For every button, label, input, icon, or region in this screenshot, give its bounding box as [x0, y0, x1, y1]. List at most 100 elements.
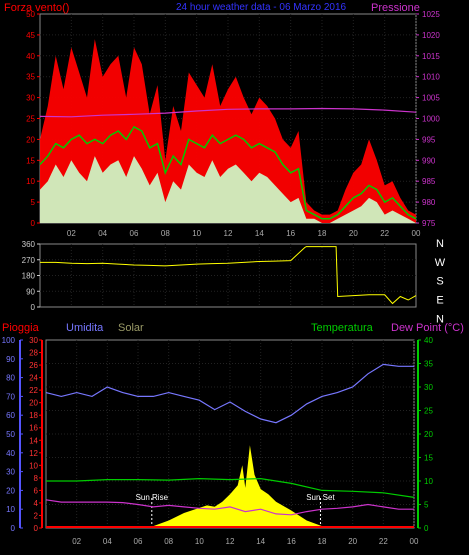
humidity-tick-label: 10: [6, 505, 15, 514]
rain-tick-label: 4: [34, 499, 39, 508]
temperature-tick-label: 0: [424, 524, 429, 533]
compass-label: W: [435, 257, 446, 269]
direction-tick-label: 270: [22, 256, 36, 265]
humidity-tick-label: 50: [6, 430, 15, 439]
pressure-tick-label: 1010: [422, 73, 440, 82]
wind-speed-tick-label: 30: [26, 94, 35, 103]
x-tick-label: 18: [318, 537, 327, 546]
direction-line: [40, 246, 417, 305]
x-tick-label: 04: [98, 229, 107, 238]
chart-title: 24 hour weather data - 06 Marzo 2016: [176, 2, 347, 13]
temperature-tick-label: 5: [424, 501, 429, 510]
temperature-tick-label: 10: [424, 477, 433, 486]
temperature-tick-label: 30: [424, 383, 433, 392]
pressure-tick-label: 1015: [422, 52, 440, 61]
sunrise-label: Sun Rise: [136, 493, 169, 502]
temperature-tick-label: 25: [424, 407, 433, 416]
x-tick-label: 08: [164, 537, 173, 546]
temperature-tick-label: 20: [424, 430, 433, 439]
speed-area: [40, 156, 416, 223]
rain-humidity-temperature-panel: 0102030405060708090100024681012141618202…: [2, 336, 434, 546]
temperature-tick-label: 35: [424, 360, 433, 369]
wind-pressure-panel: 0510152025303540455097598098599099510001…: [26, 10, 440, 238]
wind-speed-tick-label: 20: [26, 135, 35, 144]
pressure-tick-label: 1020: [422, 31, 440, 40]
rain-tick-label: 12: [29, 449, 38, 458]
wind-speed-tick-label: 25: [26, 115, 35, 124]
pressure-tick-label: 995: [422, 135, 436, 144]
temperature-tick-label: 40: [424, 336, 433, 345]
pressure-tick-label: 990: [422, 156, 436, 165]
wind-speed-tick-label: 15: [26, 156, 35, 165]
rain-tick-label: 20: [29, 399, 38, 408]
pressure-label: Pressione: [371, 2, 420, 14]
humidity-line: [45, 363, 414, 424]
rain-tick-label: 8: [34, 474, 39, 483]
temperature-line: [46, 477, 415, 498]
x-tick-label: 00: [410, 537, 419, 546]
wind-speed-tick-label: 40: [26, 52, 35, 61]
rain-tick-label: 24: [29, 374, 38, 383]
compass-label: N: [436, 238, 444, 250]
dew_point-line: [45, 499, 414, 516]
x-tick-label: 16: [286, 229, 295, 238]
x-tick-label: 10: [192, 229, 201, 238]
rain-tick-label: 0: [34, 524, 39, 533]
pressure-tick-label: 1025: [422, 10, 440, 19]
x-tick-label: 14: [255, 229, 264, 238]
compass-label: S: [436, 276, 443, 288]
rain-tick-label: 30: [29, 336, 38, 345]
dew-point-label: Dew Point (°C): [391, 322, 464, 334]
x-tick-label: 12: [226, 537, 235, 546]
x-tick-label: 00: [412, 229, 421, 238]
x-tick-label: 06: [134, 537, 143, 546]
x-tick-label: 22: [379, 537, 388, 546]
wind-speed-label: Forza vento(): [4, 2, 69, 14]
compass-label: E: [436, 295, 443, 307]
temperature-label: Temperatura: [311, 322, 374, 334]
x-tick-label: 20: [349, 229, 358, 238]
rain-tick-label: 22: [29, 386, 38, 395]
pressure-tick-label: 980: [422, 198, 436, 207]
direction-tick-label: 180: [22, 272, 36, 281]
sunset-label: Sun Set: [306, 493, 335, 502]
direction-tick-label: 360: [22, 240, 36, 249]
pressure-tick-label: 1000: [422, 115, 440, 124]
x-tick-label: 18: [318, 229, 327, 238]
rain-tick-label: 14: [29, 436, 38, 445]
x-tick-label: 10: [195, 537, 204, 546]
wind-speed-tick-label: 45: [26, 31, 35, 40]
humidity-tick-label: 30: [6, 468, 15, 477]
x-tick-label: 12: [224, 229, 233, 238]
x-tick-label: 16: [287, 537, 296, 546]
humidity-tick-label: 80: [6, 374, 15, 383]
humidity-tick-label: 70: [6, 392, 15, 401]
x-tick-label: 02: [67, 229, 76, 238]
humidity-label: Umidita: [66, 322, 104, 334]
x-tick-label: 22: [380, 229, 389, 238]
wind-speed-tick-label: 10: [26, 177, 35, 186]
x-tick-label: 04: [103, 537, 112, 546]
x-tick-label: 06: [130, 229, 139, 238]
rain-tick-label: 28: [29, 349, 38, 358]
wind-speed-tick-label: 5: [31, 198, 36, 207]
rain-label: Pioggia: [2, 322, 40, 334]
wind-speed-tick-label: 0: [31, 219, 36, 228]
humidity-tick-label: 60: [6, 411, 15, 420]
humidity-tick-label: 40: [6, 449, 15, 458]
compass-label: N: [436, 313, 444, 325]
humidity-tick-label: 100: [2, 336, 16, 345]
pressure-tick-label: 975: [422, 219, 436, 228]
rain-tick-label: 16: [29, 424, 38, 433]
direction-tick-label: 90: [26, 287, 35, 296]
x-tick-label: 20: [348, 537, 357, 546]
pressure-line: [39, 107, 417, 118]
x-tick-label: 14: [256, 537, 265, 546]
pressure-tick-label: 985: [422, 177, 436, 186]
solar-area: [153, 445, 322, 528]
rain-tick-label: 2: [34, 511, 39, 520]
wind-speed-tick-label: 50: [26, 10, 35, 19]
pressure-tick-label: 1005: [422, 94, 440, 103]
humidity-tick-label: 90: [6, 355, 15, 364]
